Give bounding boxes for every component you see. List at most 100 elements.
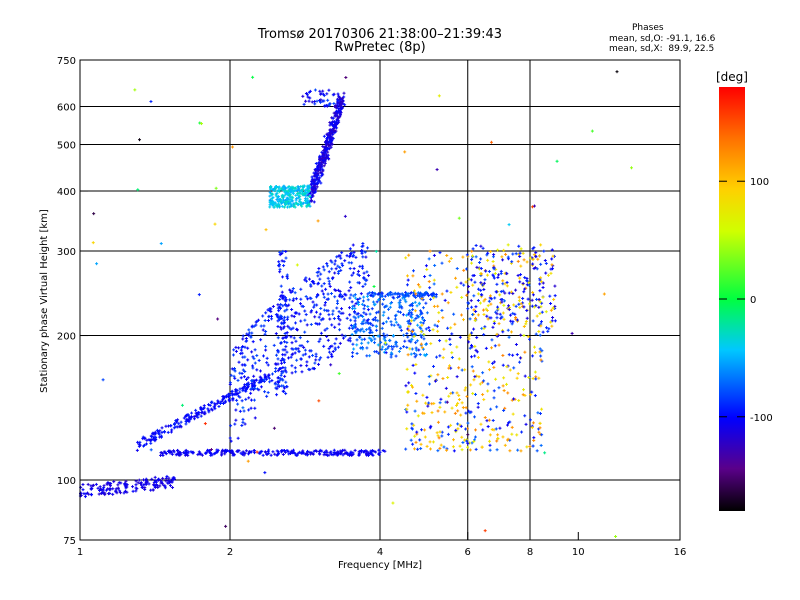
data-point (503, 291, 507, 295)
data-point (243, 422, 247, 426)
data-point (322, 268, 326, 272)
data-point (161, 476, 165, 480)
data-point (281, 275, 285, 279)
data-point (162, 450, 166, 454)
x-tick-label: 8 (527, 547, 533, 558)
data-point (299, 364, 303, 368)
y-axis-label: Stationary phase Virtual Height [km] (39, 209, 50, 393)
data-point (332, 102, 336, 106)
data-point (393, 317, 397, 321)
data-point (522, 333, 526, 337)
data-point (489, 316, 493, 320)
data-point (495, 405, 499, 409)
data-point (304, 99, 308, 103)
data-point (440, 261, 444, 265)
data-point (432, 253, 436, 257)
data-point (490, 428, 494, 432)
y-tick-label: 100 (57, 476, 76, 487)
data-point (196, 453, 200, 457)
data-point (241, 344, 245, 348)
data-point (497, 343, 501, 347)
data-point (94, 482, 98, 486)
data-point (124, 479, 128, 483)
data-point (429, 342, 433, 346)
data-point (455, 345, 459, 349)
data-point (194, 408, 198, 412)
data-point (242, 409, 246, 413)
data-point (291, 448, 295, 452)
data-point (305, 360, 309, 364)
data-point (514, 342, 518, 346)
data-point (517, 244, 521, 248)
data-point (235, 398, 239, 402)
data-point (185, 413, 189, 417)
data-point (268, 205, 272, 209)
data-point (151, 488, 155, 492)
data-point (378, 450, 382, 454)
data-point (97, 492, 101, 496)
y-tick-label: 300 (57, 247, 76, 258)
data-point (96, 486, 100, 490)
data-point (363, 282, 367, 286)
data-point (246, 452, 250, 456)
data-point (493, 296, 497, 300)
data-point (361, 255, 365, 259)
data-point (264, 228, 268, 232)
data-point (322, 308, 326, 312)
data-point (348, 296, 352, 300)
data-point (383, 294, 387, 298)
data-point (397, 349, 401, 353)
data-point (439, 397, 443, 401)
data-point (264, 344, 268, 348)
data-point (195, 412, 199, 416)
data-point (421, 393, 425, 397)
data-point (457, 398, 461, 402)
data-point (530, 298, 534, 302)
data-point (458, 444, 462, 448)
data-point (466, 433, 470, 437)
data-point (203, 422, 207, 426)
data-point (200, 411, 204, 415)
data-point (158, 429, 162, 433)
data-point (532, 436, 536, 440)
data-point (237, 360, 241, 364)
data-point (243, 383, 247, 387)
data-point (518, 306, 522, 310)
data-point (437, 319, 441, 323)
data-point (537, 376, 541, 380)
data-point (424, 264, 428, 268)
data-point (544, 271, 548, 275)
data-point (232, 348, 236, 352)
data-point (333, 348, 337, 352)
data-point (449, 257, 453, 261)
data-point (416, 414, 420, 418)
data-point (136, 440, 140, 444)
data-point (345, 316, 349, 320)
data-point (407, 381, 411, 385)
data-point (221, 401, 225, 405)
data-point (458, 335, 462, 339)
data-point (328, 451, 332, 455)
data-point (350, 300, 354, 304)
data-point (546, 273, 550, 277)
data-point (249, 391, 253, 395)
data-point (274, 332, 278, 336)
data-point (394, 320, 398, 324)
data-point (108, 483, 112, 487)
data-point (220, 453, 224, 457)
data-point (472, 378, 476, 382)
data-point (510, 260, 514, 264)
data-point (272, 343, 276, 347)
data-point (234, 408, 238, 412)
data-point (313, 315, 317, 319)
data-point (511, 353, 515, 357)
data-point (246, 376, 250, 380)
data-point (220, 450, 224, 454)
data-point (436, 409, 440, 413)
data-point (492, 396, 496, 400)
data-point (200, 407, 204, 411)
data-point (349, 318, 353, 322)
data-point (317, 362, 321, 366)
data-point (418, 353, 422, 357)
data-point (555, 159, 559, 163)
